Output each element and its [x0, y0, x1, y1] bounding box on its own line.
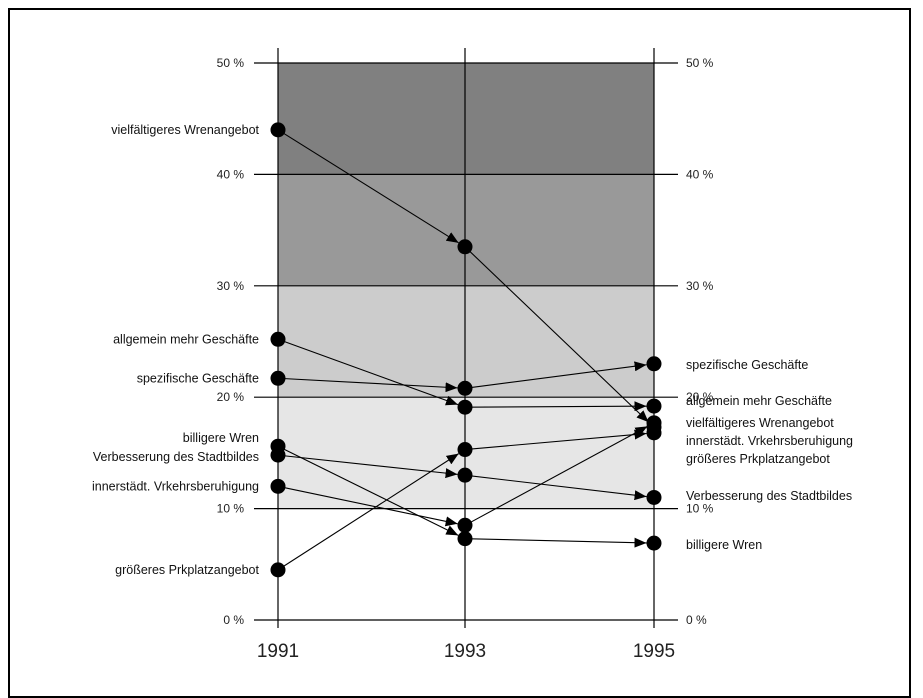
series-segment [464, 246, 649, 423]
band-2 [278, 285, 654, 398]
series-label-right: allgemein mehr Geschäfte [686, 394, 832, 408]
series-segment [277, 129, 459, 244]
data-point [646, 535, 662, 551]
series-segment [464, 537, 647, 548]
y-tick-label: 0 % [223, 613, 244, 627]
series-points [270, 122, 662, 578]
series-lines [277, 129, 649, 571]
band-1 [278, 174, 654, 286]
series-segment [464, 425, 648, 526]
data-point [457, 399, 473, 415]
series-labels-right: vielfältigeres Wrenangebot allgemein mehr… [686, 358, 853, 552]
series-segment [464, 361, 647, 389]
x-tick-label: 1991 [257, 641, 299, 662]
series-label-right: vielfältigeres Wrenangebot [686, 416, 834, 430]
data-point [457, 442, 473, 458]
band-0 [278, 63, 654, 175]
data-point [270, 122, 286, 138]
series-label-right: größeres Prkplatzangebot [686, 452, 830, 466]
y-axis-left: 0 % 10 % 20 % 30 % 40 % 50 % [217, 56, 245, 627]
data-point [457, 531, 473, 547]
background-bands [278, 63, 654, 509]
series-segment [277, 445, 459, 536]
data-point [270, 447, 286, 463]
y-tick-label: 30 % [686, 279, 714, 293]
data-point [646, 356, 662, 372]
y-tick-label: 20 % [217, 390, 245, 404]
series-segment [277, 453, 459, 571]
data-point [646, 489, 662, 505]
y-tick-label: 50 % [686, 56, 714, 70]
series-label-right: innerstädt. Vrkehrsberuhigung [686, 434, 853, 448]
series-label-right: spezifische Geschäfte [686, 358, 808, 372]
y-tick-label: 30 % [217, 279, 245, 293]
data-point [270, 331, 286, 347]
y-tick-label: 40 % [686, 167, 714, 181]
series-label-left: größeres Prkplatzangebot [115, 563, 259, 577]
series-segment [277, 485, 458, 527]
series-segment [277, 338, 459, 406]
series-labels-left: vielfältigeres Wrenangebot allgemein mehr… [92, 123, 260, 577]
data-point [270, 562, 286, 578]
data-point [270, 370, 286, 386]
x-tick-label: 1995 [633, 641, 675, 662]
y-tick-label: 10 % [217, 502, 245, 516]
data-point [457, 380, 473, 396]
y-axis-right: 0 % 10 % 20 % 30 % 40 % 50 % [686, 56, 714, 627]
series-segment [464, 401, 647, 412]
series-label-left: innerstädt. Vrkehrsberuhigung [92, 479, 259, 493]
data-point [457, 239, 473, 255]
series-label-left: vielfältigeres Wrenangebot [111, 123, 259, 137]
series-label-right: billigere Wren [686, 538, 762, 552]
y-tick-label: 50 % [217, 56, 245, 70]
data-point [457, 467, 473, 483]
y-tick-label: 0 % [686, 613, 707, 627]
series-segment [277, 377, 458, 393]
series-segment [464, 474, 647, 501]
y-tick-label: 10 % [686, 502, 714, 516]
series-label-right: Verbesserung des Stadtbildes [686, 489, 852, 503]
data-point [270, 478, 286, 494]
series-label-left: spezifische Geschäfte [137, 371, 259, 385]
series-label-left: allgemein mehr Geschäfte [113, 332, 259, 346]
series-label-left: Verbesserung des Stadtbildes [93, 450, 259, 464]
data-point [646, 425, 662, 441]
series-label-left: billigere Wren [183, 431, 259, 445]
series-segment [464, 429, 647, 451]
data-point [457, 517, 473, 533]
data-point [646, 398, 662, 414]
y-tick-label: 40 % [217, 167, 245, 181]
x-tick-label: 1993 [444, 641, 486, 662]
y-tick-label: 20 % [686, 390, 714, 404]
x-axis: 1991 1993 1995 [257, 641, 675, 662]
series-segment [277, 454, 458, 479]
